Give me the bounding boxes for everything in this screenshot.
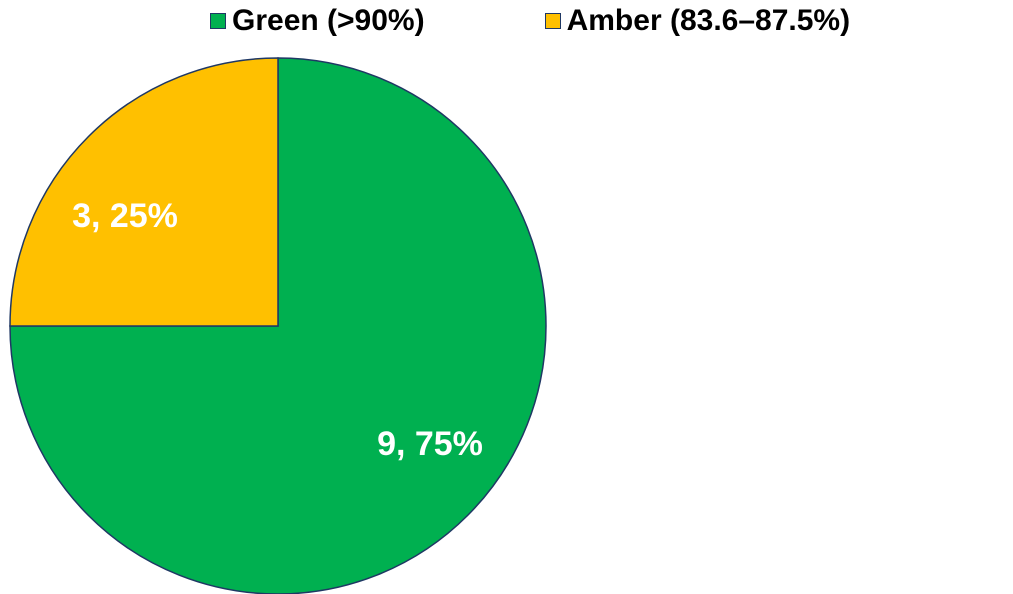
- legend: Green (>90%) Amber (83.6–87.5%): [210, 4, 850, 38]
- legend-swatch-amber: [544, 13, 561, 29]
- pie-slice-amber: [9, 57, 279, 327]
- data-label-amber: 3, 25%: [72, 197, 178, 235]
- legend-item-green: Green (>90%): [210, 4, 425, 38]
- legend-item-amber: Amber (83.6–87.5%): [544, 4, 851, 38]
- legend-swatch-green: [210, 13, 226, 29]
- data-label-green: 9, 75%: [377, 425, 483, 463]
- legend-label-amber: Amber (83.6–87.5%): [566, 4, 851, 37]
- legend-label-green: Green (>90%): [232, 4, 425, 37]
